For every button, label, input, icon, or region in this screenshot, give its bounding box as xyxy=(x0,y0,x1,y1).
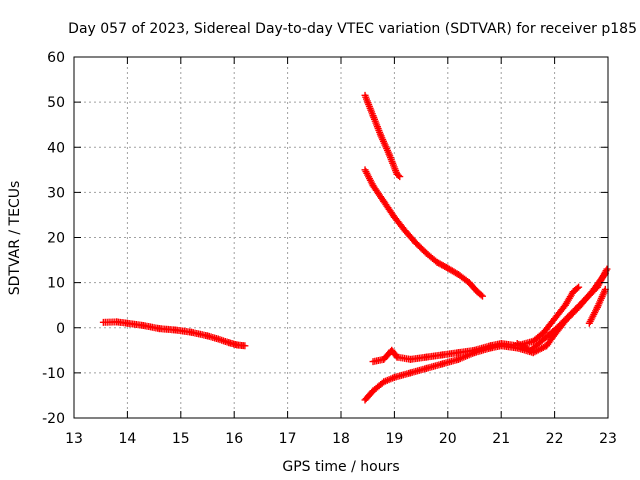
data-point xyxy=(477,291,485,299)
x-tick-label: 13 xyxy=(65,431,83,447)
y-tick-labels: -20 -10 0 10 20 30 40 50 60 xyxy=(42,50,65,427)
data-point xyxy=(394,171,402,179)
y-tick-label: 0 xyxy=(56,321,65,337)
y-tick-label: -10 xyxy=(42,366,65,382)
data-point xyxy=(573,284,581,292)
axis-ticks xyxy=(73,56,609,419)
x-axis-label: GPS time / hours xyxy=(282,459,399,475)
y-axis-label: SDTVAR / TECUs xyxy=(7,181,23,296)
x-tick-label: 15 xyxy=(172,431,190,447)
y-tick-label: 10 xyxy=(47,276,65,292)
y-tick-label: 20 xyxy=(47,231,65,247)
chart-title: Day 057 of 2023, Sidereal Day-to-day VTE… xyxy=(68,21,637,37)
x-tick-labels: 13 14 15 16 17 18 19 20 21 22 23 xyxy=(65,431,617,447)
y-tick-label: -20 xyxy=(42,411,65,427)
data-points xyxy=(99,91,611,404)
y-tick-label: 40 xyxy=(47,140,65,156)
data-point xyxy=(396,173,404,181)
x-tick-label: 22 xyxy=(546,431,564,447)
x-tick-label: 14 xyxy=(118,431,136,447)
x-tick-label: 19 xyxy=(385,431,403,447)
x-tick-label: 18 xyxy=(332,431,350,447)
data-point xyxy=(603,265,611,273)
x-tick-label: 20 xyxy=(439,431,457,447)
x-tick-label: 21 xyxy=(492,431,510,447)
y-tick-label: 50 xyxy=(47,95,65,111)
y-tick-label: 60 xyxy=(47,50,65,66)
data-point xyxy=(479,292,487,300)
x-tick-label: 23 xyxy=(599,431,617,447)
grid-lines xyxy=(74,57,608,418)
data-point xyxy=(575,283,583,291)
data-point xyxy=(241,342,249,350)
y-tick-label: 30 xyxy=(47,185,65,201)
x-tick-label: 16 xyxy=(225,431,243,447)
x-tick-label: 17 xyxy=(279,431,297,447)
